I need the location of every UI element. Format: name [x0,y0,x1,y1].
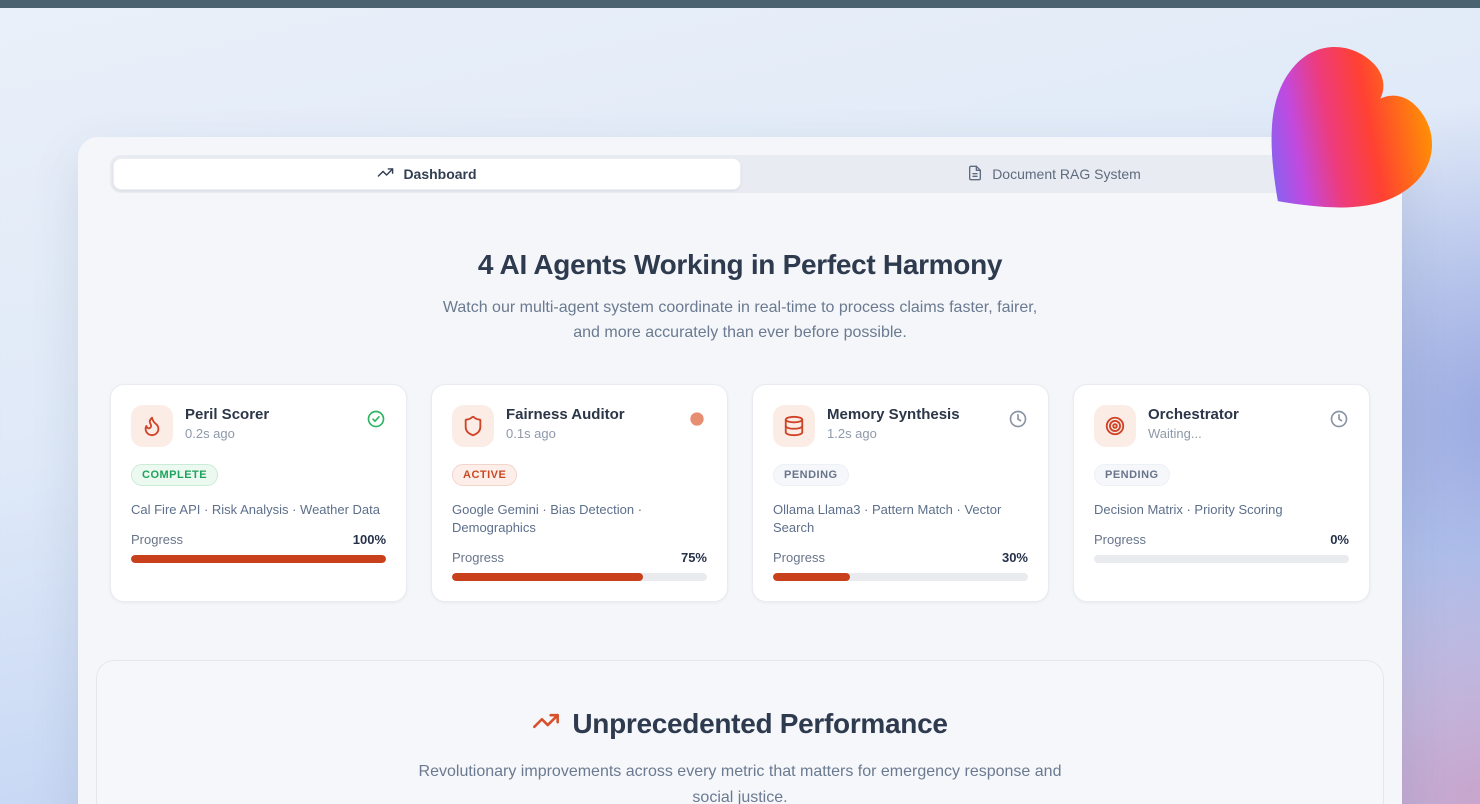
performance-subtitle: Revolutionary improvements across every … [418,762,1062,804]
tab-dashboard-label: Dashboard [403,166,477,182]
agent-timestamp: 0.1s ago [506,425,556,441]
agent-timestamp: 0.2s ago [185,425,235,441]
check-circle-icon [366,409,386,434]
agent-card-orchestrator[interactable]: Orchestrator Waiting... PENDING Decision… [1073,383,1370,602]
hero-section: 4 AI Agents Working in Perfect Harmony W… [110,249,1370,346]
performance-section: Unprecedented Performance Revolutionary … [96,659,1384,804]
progress-label: Progress [452,549,505,565]
agent-capabilities: Ollama Llama3 · Pattern Match · Vector S… [773,501,1002,535]
progress-fill [131,554,386,563]
progress-fill [452,572,644,581]
progress-track [1094,554,1349,563]
agent-cards-grid: Peril Scorer 0.2s ago COMPLETE Cal Fire … [110,383,1370,602]
agent-name: Fairness Auditor [506,405,625,423]
agent-card-memory-synthesis[interactable]: Memory Synthesis 1.2s ago PENDING Ollama… [752,383,1049,602]
page-subtitle: Watch our multi-agent system coordinate … [442,299,1038,341]
progress-track [452,572,707,581]
agent-capabilities: Decision Matrix · Priority Scoring [1094,501,1283,517]
progress-value: 100% [352,531,386,547]
flame-icon [131,404,173,447]
performance-title: Unprecedented Performance [572,708,948,740]
agent-timestamp: Waiting... [1148,425,1202,441]
agent-capabilities: Cal Fire API · Risk Analysis · Weather D… [131,501,381,517]
database-icon [773,404,815,447]
agent-name: Orchestrator [1148,405,1239,423]
main-panel: Dashboard Document RAG System 4 AI Agent… [78,137,1402,804]
agent-card-fairness-auditor[interactable]: Fairness Auditor 0.1s ago ACTIVE Google … [431,383,728,602]
heart-icon [1271,47,1432,208]
heart-gradient-logo [1233,46,1433,246]
status-badge: PENDING [1094,463,1170,486]
browser-top-strip [0,0,1480,8]
clock-icon [1008,409,1028,434]
progress-value: 0% [1330,531,1349,547]
tab-dashboard[interactable]: Dashboard [113,158,741,190]
progress-label: Progress [1094,531,1147,547]
progress-track [773,572,1028,581]
document-icon [967,165,983,184]
status-badge: PENDING [773,463,849,486]
tab-document-rag-system[interactable]: Document RAG System [741,158,1367,190]
progress-value: 30% [1001,549,1028,565]
progress-track [131,554,386,563]
target-icon [1094,404,1136,447]
page-title: 4 AI Agents Working in Perfect Harmony [477,249,1003,280]
tab-bar: Dashboard Document RAG System [110,155,1370,193]
card-header: Peril Scorer 0.2s ago [131,404,386,447]
status-badge: COMPLETE [131,463,219,486]
active-dot-icon [687,409,707,434]
clock-icon [1329,409,1349,434]
progress-label: Progress [773,549,826,565]
progress-label: Progress [131,531,184,547]
trending-up-icon [532,707,560,742]
agent-card-peril-scorer[interactable]: Peril Scorer 0.2s ago COMPLETE Cal Fire … [110,383,407,602]
agent-capabilities: Google Gemini · Bias Detection · Demogra… [452,501,643,535]
tab-rag-label: Document RAG System [992,166,1141,182]
agent-name: Memory Synthesis [827,405,960,423]
card-header: Memory Synthesis 1.2s ago [773,404,1028,447]
progress-value: 75% [680,549,707,565]
status-badge: ACTIVE [452,463,518,486]
progress-fill [773,572,850,581]
card-header: Fairness Auditor 0.1s ago [452,404,707,447]
shield-icon [452,404,494,447]
trending-up-icon [377,164,394,184]
agent-timestamp: 1.2s ago [827,425,877,441]
agent-name: Peril Scorer [185,405,270,423]
card-header: Orchestrator Waiting... [1094,404,1349,447]
